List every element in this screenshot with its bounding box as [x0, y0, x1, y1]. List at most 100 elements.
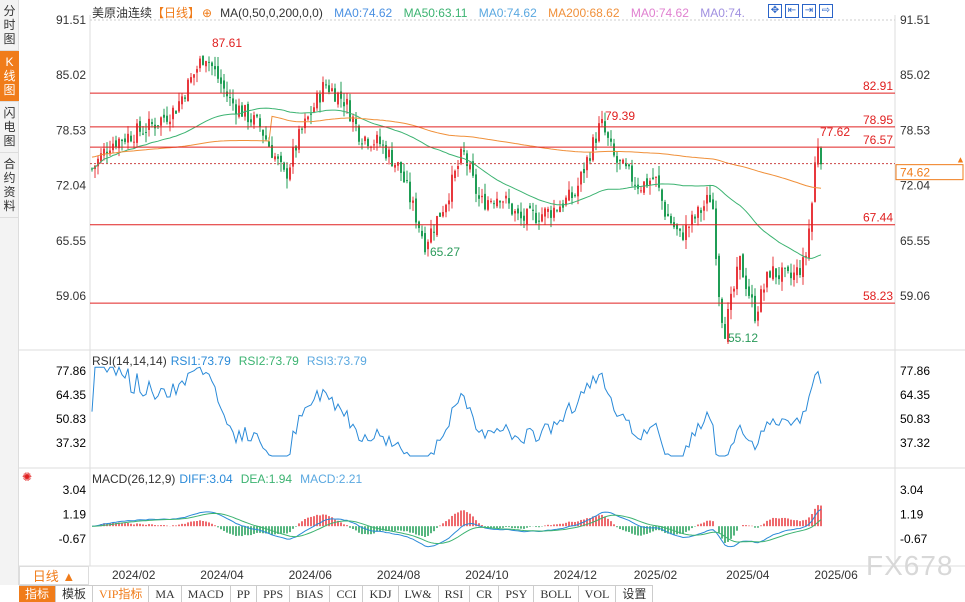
candle-body: [589, 158, 591, 161]
date-label: 2024/10: [465, 568, 509, 582]
candle-body: [661, 189, 663, 201]
candle-body: [436, 216, 438, 236]
candle-body: [790, 272, 792, 279]
toolbar-pp[interactable]: PP: [231, 586, 258, 602]
toolbar-设置[interactable]: 设置: [616, 586, 654, 602]
tab-contract-info[interactable]: 合约资料: [0, 153, 19, 218]
candle-body: [583, 168, 585, 174]
candle-body: [226, 91, 228, 97]
candle-body: [493, 203, 495, 205]
current-price-marker: ▲: [956, 155, 965, 165]
candle-body: [232, 98, 234, 104]
candle-body: [793, 272, 795, 280]
candle-body: [445, 204, 447, 213]
candle-body: [133, 141, 135, 143]
candle-body: [148, 118, 150, 130]
toolbar-boll[interactable]: BOLL: [534, 586, 579, 602]
date-label: 2024/12: [554, 568, 598, 582]
toolbar-bias[interactable]: BIAS: [290, 586, 331, 602]
macd-diff: DIFF:3.04: [179, 472, 233, 486]
candle-body: [250, 119, 252, 123]
candle-body: [781, 267, 783, 282]
toolbar-psy[interactable]: PSY: [499, 586, 535, 602]
candle-body: [778, 275, 780, 280]
candle-body: [748, 286, 750, 296]
toolbar-cr[interactable]: CR: [470, 586, 500, 602]
candle-body: [151, 122, 153, 125]
toolbar-vip[interactable]: VIP指标: [93, 586, 150, 602]
toolbar-cci[interactable]: CCI: [330, 586, 364, 602]
candle-body: [367, 138, 369, 147]
zoom-out-icon[interactable]: ⇥: [802, 4, 816, 18]
candle-body: [619, 159, 621, 162]
tab-flash[interactable]: 闪电图: [0, 102, 19, 153]
candle-body: [697, 206, 699, 218]
toolbar-vol[interactable]: VOL: [579, 586, 617, 602]
price-annotation: 65.27: [430, 245, 460, 259]
tab-time-share[interactable]: 分时图: [0, 0, 19, 51]
candle-body: [736, 266, 738, 290]
candle-body: [334, 88, 336, 102]
indicator-toolbar: 指标 模板 VIP指标 MA MACD PP PPS BIAS CCI KDJ LW& RSI CR PS…: [19, 585, 654, 602]
toolbar-kdj[interactable]: KDJ: [363, 586, 399, 602]
candle-body: [355, 119, 357, 125]
price-annotation: 87.61: [212, 36, 242, 50]
candle-body: [664, 201, 666, 217]
candle-body: [220, 77, 222, 84]
toolbar-macd[interactable]: MACD: [182, 586, 231, 602]
toolbar-rsi[interactable]: RSI: [439, 586, 471, 602]
settings-icon[interactable]: ⊕: [202, 6, 213, 20]
price-level-label: 67.44: [863, 211, 893, 225]
candle-body: [379, 136, 381, 145]
candle-body: [358, 125, 360, 142]
candle-body: [100, 153, 102, 162]
candle-body: [178, 101, 180, 112]
macd-settings-icon[interactable]: ✺: [22, 470, 33, 484]
candle-body: [328, 85, 330, 93]
candle-body: [340, 91, 342, 99]
toolbar-indicators[interactable]: 指标: [19, 586, 57, 602]
period-selector[interactable]: 日线 ▲: [19, 566, 89, 585]
macd-axis-label: -0.67: [59, 532, 87, 546]
chart-tools: ✥ ⇤ ⇥ ⇨: [768, 4, 833, 18]
crosshair-icon[interactable]: ✥: [768, 4, 782, 18]
zoom-in-icon[interactable]: ⇤: [785, 4, 799, 18]
end-icon[interactable]: ⇨: [819, 4, 833, 18]
tab-kline[interactable]: K线图: [0, 51, 19, 102]
candle-body: [259, 118, 261, 127]
price-axis-label: 91.51: [900, 13, 930, 27]
ma-value: MA0:74.: [700, 6, 745, 20]
candle-body: [145, 131, 147, 133]
candle-body: [409, 181, 411, 203]
candle-body: [469, 164, 471, 170]
date-label: 2025/02: [634, 568, 678, 582]
ma-value: MA0:74.62: [630, 6, 689, 20]
candle-body: [172, 107, 174, 120]
toolbar-lw&[interactable]: LW&: [399, 586, 439, 602]
candle-body: [703, 206, 705, 211]
macd-dea-line: [92, 512, 822, 545]
candle-body: [676, 224, 678, 230]
candle-body: [481, 195, 483, 198]
candle-body: [268, 141, 270, 147]
candle-body: [319, 93, 321, 103]
candle-body: [331, 88, 333, 91]
candle-body: [544, 208, 546, 217]
price-axis-label: 65.55: [900, 234, 930, 248]
candle-body: [763, 289, 765, 293]
candle-body: [772, 266, 774, 280]
candle-body: [316, 92, 318, 109]
candle-body: [721, 298, 723, 323]
toolbar-ma[interactable]: MA: [149, 586, 182, 602]
candle-body: [211, 62, 213, 67]
candle-body: [739, 255, 741, 270]
candle-body: [670, 216, 672, 224]
kline-chart[interactable]: 91.51 91.51 85.02 85.02 78.53 78.53 72.04 72.04…: [0, 0, 965, 585]
macd-axis-label: 1.19: [900, 507, 924, 521]
candle-body: [223, 80, 225, 89]
price-annotation: 79.39: [605, 109, 635, 123]
toolbar-template[interactable]: 模板: [56, 586, 94, 602]
candle-body: [577, 185, 579, 197]
toolbar-pps[interactable]: PPS: [257, 586, 291, 602]
candle-body: [193, 74, 195, 78]
